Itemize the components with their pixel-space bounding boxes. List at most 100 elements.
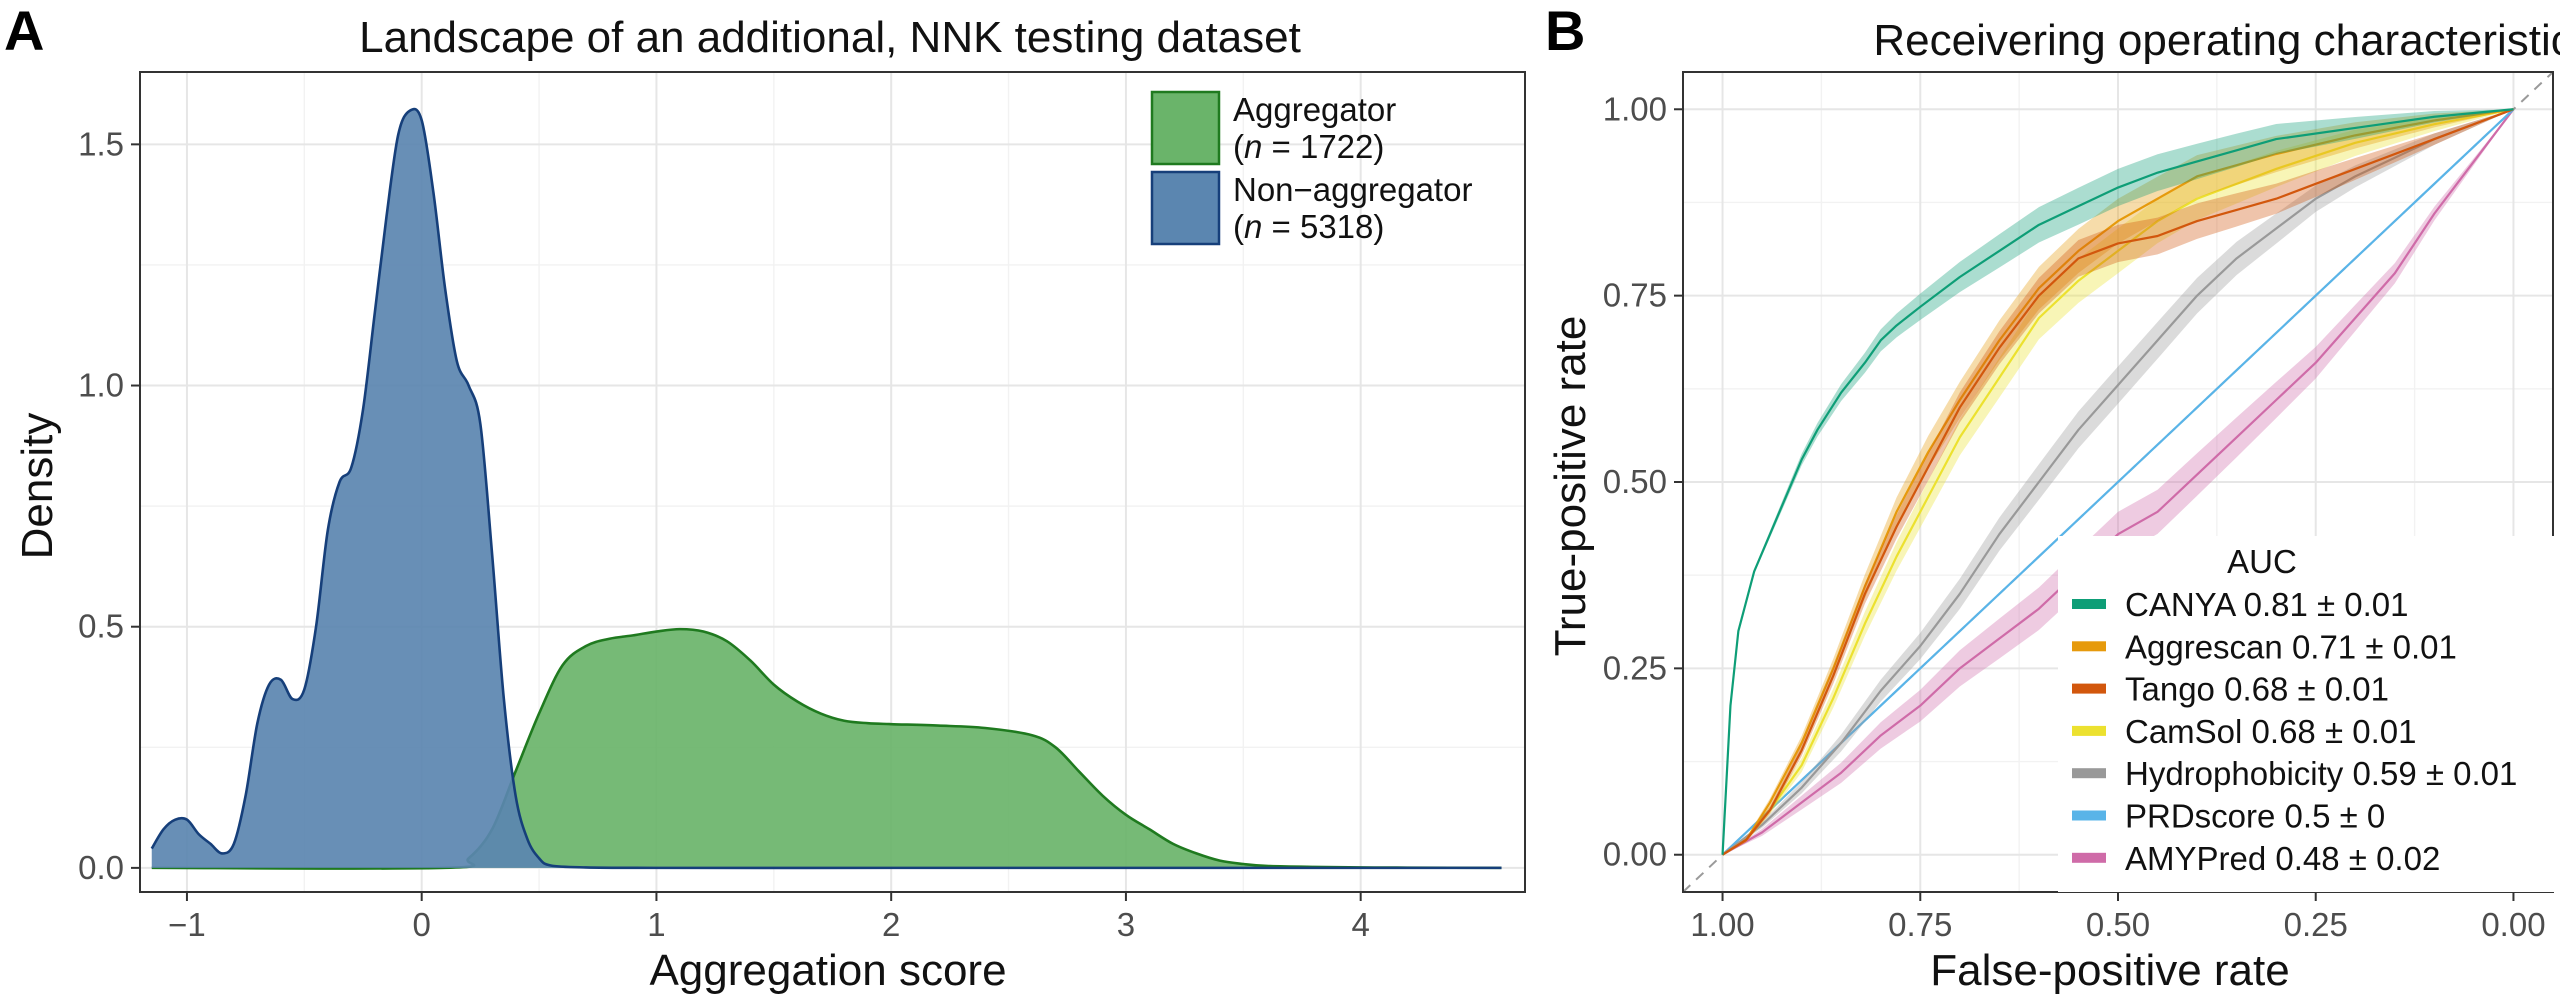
y-tick-label: 0.0 xyxy=(78,849,124,886)
panel-a-frame xyxy=(139,71,1526,893)
legend-series-name: CamSol xyxy=(2125,713,2242,750)
y-tick-label: 0.00 xyxy=(1603,836,1667,873)
legend-auc-value: 0.59 ± 0.01 xyxy=(2352,755,2517,792)
legend-auc-value: 0.71 ± 0.01 xyxy=(2292,628,2457,665)
roc-line-aggrescan xyxy=(1721,108,2514,856)
legend-count-n: n xyxy=(1244,208,1262,245)
legend-background xyxy=(2058,536,2554,892)
legend-title: AUC xyxy=(2227,543,2297,580)
density-line-aggregator xyxy=(151,627,1502,870)
panel-b-series xyxy=(1682,71,2554,893)
x-tick-label: 0.00 xyxy=(2481,906,2545,943)
legend-auc-value: 0.68 ± 0.01 xyxy=(2224,671,2389,708)
legend-entry-amypred: AMYPred 0.48 ± 0.02 xyxy=(2125,840,2440,877)
panel-a-letter: A xyxy=(4,0,44,62)
x-tick-label: 2 xyxy=(882,906,900,943)
x-tick-label: 0.75 xyxy=(1888,906,1952,943)
roc-line-canya xyxy=(1721,108,2514,855)
panel-a-ticks: −1 0 1 2 3 4 0.0 0.5 1.0 1.5 xyxy=(78,125,1370,943)
x-tick-label: 4 xyxy=(1351,906,1369,943)
legend-auc-value: 0.68 ± 0.01 xyxy=(2252,713,2417,750)
y-tick-label: 0.25 xyxy=(1603,649,1667,686)
legend-entry-hydrophobicity: Hydrophobicity 0.59 ± 0.01 xyxy=(2125,755,2517,792)
legend-count-aggregator: (n = 1722) xyxy=(1233,128,1384,165)
legend-count-prefix: ( xyxy=(1233,208,1244,245)
y-tick-label: 1.00 xyxy=(1603,90,1667,127)
legend-count-non-aggregator: (n = 5318) xyxy=(1233,208,1384,245)
legend-auc-value: 0.5 ± 0 xyxy=(2285,798,2386,835)
legend-series-name: Tango xyxy=(2125,671,2215,708)
legend-series-name: Aggrescan xyxy=(2125,628,2283,665)
x-tick-label: 1 xyxy=(647,906,665,943)
legend-separator xyxy=(2283,628,2292,665)
legend-key-aggrescan xyxy=(2072,641,2106,652)
density-area-aggregator xyxy=(151,629,1502,869)
x-tick-label: 0.25 xyxy=(2284,906,2348,943)
legend-count-suffix: = 5318) xyxy=(1262,208,1384,245)
legend-key-aggregator xyxy=(1150,90,1221,166)
x-tick-label: 1.00 xyxy=(1690,906,1754,943)
legend-series-name: AMYPred xyxy=(2125,840,2266,877)
panel-a-x-axis-title: Aggregation score xyxy=(649,946,1006,995)
roc-band-tango xyxy=(1722,109,2514,855)
density-area-non-aggregator xyxy=(151,108,1502,868)
legend-auc-value: 0.48 ± 0.02 xyxy=(2275,840,2440,877)
legend-series-name: CANYA xyxy=(2125,586,2236,623)
legend-separator xyxy=(2215,671,2224,708)
legend-label-non-aggregator: Non−aggregator xyxy=(1233,171,1472,208)
y-tick-label: 0.75 xyxy=(1603,277,1667,314)
panel-b-ticks: 1.00 0.75 0.50 0.25 0.00 0.00 0.25 0.50 0.75 1.00 xyxy=(1603,90,2546,943)
legend-count-n: n xyxy=(1244,128,1262,165)
panel-b-letter: B xyxy=(1545,0,1585,62)
density-line-non-aggregator xyxy=(150,107,1502,870)
legend-key-tango xyxy=(2072,683,2106,694)
x-tick-label: 3 xyxy=(1117,906,1135,943)
legend-auc-value: 0.81 ± 0.01 xyxy=(2244,586,2409,623)
panel-a: A Landscape of an additional, NNK testin… xyxy=(4,0,1526,995)
legend-separator xyxy=(2343,755,2352,792)
legend-key-non-aggregator xyxy=(1150,170,1221,246)
y-tick-label: 0.50 xyxy=(1603,463,1667,500)
roc-line-tango xyxy=(1721,108,2514,856)
roc-band-camsol xyxy=(1722,109,2514,855)
legend-label-aggregator: Aggregator xyxy=(1233,91,1396,128)
legend-separator xyxy=(2242,713,2251,750)
legend-entry-aggrescan: Aggrescan 0.71 ± 0.01 xyxy=(2125,628,2457,665)
legend-separator xyxy=(2275,798,2284,835)
panel-b-legend: AUC CANYA 0.81 ± 0.01 Aggrescan 0.71 ± 0.0… xyxy=(2058,536,2554,892)
legend-series-name: PRDscore xyxy=(2125,798,2275,835)
panel-b-title: Receivering operating characteristic cur… xyxy=(1873,16,2560,65)
roc-line-hydrophobicity xyxy=(1721,108,2514,856)
roc-band-canya xyxy=(1722,109,2514,855)
x-tick-label: −1 xyxy=(168,906,206,943)
panel-b: B Receivering operating characteristic c… xyxy=(1545,0,2560,995)
y-tick-label: 1.0 xyxy=(78,367,124,404)
y-tick-label: 0.5 xyxy=(78,608,124,645)
legend-count-suffix: = 1722) xyxy=(1262,128,1384,165)
roc-line-prdscore xyxy=(1721,108,2515,856)
legend-key-hydrophobicity xyxy=(2072,768,2106,779)
legend-key-amypred xyxy=(2072,852,2106,863)
legend-series-name: Hydrophobicity xyxy=(2125,755,2344,792)
legend-entry-prdscore: PRDscore 0.5 ± 0 xyxy=(2125,798,2385,835)
roc-line-amypred xyxy=(1722,108,2515,856)
legend-entry-tango: Tango 0.68 ± 0.01 xyxy=(2125,671,2389,708)
legend-key-canya xyxy=(2072,599,2106,609)
legend-key-prdscore xyxy=(2072,810,2106,821)
legend-count-prefix: ( xyxy=(1233,128,1244,165)
panel-b-y-axis-title: True-positive rate xyxy=(1546,316,1595,657)
x-tick-label: 0 xyxy=(413,906,431,943)
panel-a-title: Landscape of an additional, NNK testing … xyxy=(359,13,1301,62)
panel-a-series xyxy=(150,107,1502,870)
legend-entry-canya: CANYA 0.81 ± 0.01 xyxy=(2125,586,2409,623)
roc-line-camsol xyxy=(1721,108,2514,856)
legend-key-camsol xyxy=(2072,725,2106,736)
panel-a-y-axis-title: Density xyxy=(13,413,62,560)
y-tick-label: 1.5 xyxy=(78,125,124,162)
legend-entry-camsol: CamSol 0.68 ± 0.01 xyxy=(2125,713,2416,750)
legend-separator xyxy=(2266,840,2275,877)
x-tick-label: 0.50 xyxy=(2086,906,2150,943)
panel-a-legend: Aggregator(n = 1722)Non−aggregator(n = 5… xyxy=(1150,90,1472,246)
panel-b-x-axis-title: False-positive rate xyxy=(1930,946,2289,995)
